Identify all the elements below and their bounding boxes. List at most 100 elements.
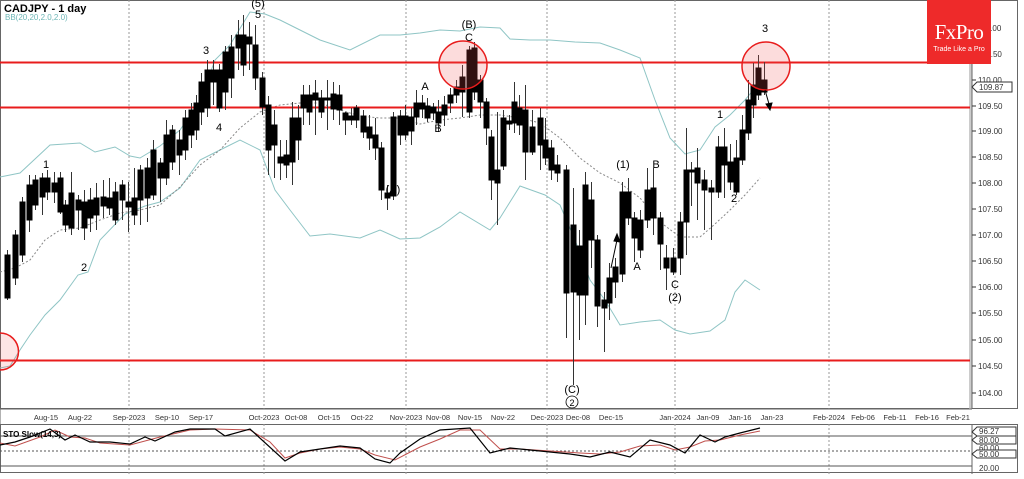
bearish-candle bbox=[125, 201, 132, 208]
svg-text:109.00: 109.00 bbox=[978, 127, 1003, 136]
svg-text:Sep-17: Sep-17 bbox=[189, 413, 213, 422]
bearish-candle bbox=[342, 112, 349, 121]
bearish-candle bbox=[688, 169, 695, 173]
bearish-candle bbox=[204, 69, 211, 109]
bearish-candle bbox=[75, 199, 82, 211]
svg-text:107.50: 107.50 bbox=[978, 205, 1003, 214]
svg-text:(5): (5) bbox=[251, 0, 264, 10]
bearish-candle bbox=[650, 187, 657, 219]
bearish-candle bbox=[430, 106, 437, 114]
chart-title: CADJPY - 1 day bbox=[4, 3, 87, 15]
svg-text:Nov-2023: Nov-2023 bbox=[390, 413, 423, 422]
svg-text:104.00: 104.00 bbox=[978, 389, 1003, 398]
bearish-candle bbox=[384, 192, 391, 199]
bearish-candle bbox=[182, 117, 189, 151]
bearish-candle bbox=[252, 44, 259, 79]
svg-text:106.00: 106.00 bbox=[978, 283, 1003, 292]
bearish-candle bbox=[390, 116, 397, 197]
bearish-candle bbox=[235, 34, 242, 49]
svg-text:106.50: 106.50 bbox=[978, 257, 1003, 266]
svg-text:Oct-2023: Oct-2023 bbox=[249, 413, 280, 422]
svg-text:1: 1 bbox=[43, 159, 49, 171]
bearish-candle bbox=[694, 167, 701, 184]
bearish-candle bbox=[324, 97, 331, 101]
bearish-candle bbox=[372, 134, 379, 149]
bearish-candle bbox=[453, 86, 460, 96]
svg-text:60.00: 60.00 bbox=[979, 444, 1000, 453]
bearish-candle bbox=[240, 34, 247, 66]
svg-text:Sep-2023: Sep-2023 bbox=[113, 413, 146, 422]
up-arrow-icon bbox=[610, 232, 621, 269]
bearish-candle bbox=[137, 169, 144, 201]
bearish-candle bbox=[289, 117, 296, 163]
bearish-candle bbox=[26, 184, 33, 221]
bearish-candle bbox=[193, 102, 200, 131]
svg-text:2: 2 bbox=[81, 262, 87, 274]
svg-text:Oct-15: Oct-15 bbox=[318, 413, 341, 422]
svg-text:109.87: 109.87 bbox=[979, 83, 1004, 92]
svg-text:C: C bbox=[671, 279, 679, 291]
svg-text:Nov-08: Nov-08 bbox=[426, 413, 450, 422]
bearish-candle bbox=[554, 164, 561, 174]
bearish-candle bbox=[441, 104, 448, 116]
svg-text:Feb-16: Feb-16 bbox=[915, 413, 939, 422]
logo-tagline: Trade Like a Pro bbox=[933, 46, 985, 53]
bearish-candle bbox=[670, 257, 677, 273]
bearish-candle bbox=[44, 177, 51, 193]
svg-text:Jan-09: Jan-09 bbox=[697, 413, 720, 422]
month-separators bbox=[128, 0, 830, 474]
bearish-candle bbox=[277, 156, 284, 164]
bearish-candle bbox=[93, 197, 100, 216]
svg-text:110.00: 110.00 bbox=[978, 76, 1002, 85]
bearish-candle bbox=[150, 149, 157, 196]
sto-axis: 96.27 80.00 60.00 50.00 20.00 bbox=[971, 426, 1017, 473]
bearish-candle bbox=[477, 79, 484, 103]
svg-text:(A): (A) bbox=[386, 184, 401, 196]
bearish-candle bbox=[271, 124, 278, 146]
highlight-circle-jan bbox=[741, 41, 791, 91]
svg-text:Feb-11: Feb-11 bbox=[883, 413, 906, 422]
bearish-candle bbox=[631, 217, 638, 239]
bearish-candle bbox=[601, 299, 608, 309]
bearish-candle bbox=[336, 94, 343, 111]
wave-labels: (5) 5 3 4 1 2 (A) A B (B) C (C) 2 (1) A … bbox=[43, 0, 768, 409]
bearish-candle bbox=[163, 134, 170, 179]
bearish-candle bbox=[506, 120, 513, 125]
svg-text:20.00: 20.00 bbox=[979, 464, 1000, 473]
bearish-candle bbox=[348, 115, 355, 121]
bearish-candle bbox=[100, 196, 107, 207]
bearish-candle bbox=[625, 191, 632, 219]
bearish-candle bbox=[606, 277, 613, 304]
svg-text:Dec-15: Dec-15 bbox=[599, 413, 623, 422]
svg-text:1: 1 bbox=[717, 109, 723, 121]
bearish-candle bbox=[119, 184, 126, 201]
bearish-candle bbox=[157, 162, 164, 179]
bearish-candle bbox=[435, 111, 442, 124]
time-axis: Aug-15 Aug-22 Sep-2023 Sep-10 Sep-17 Oct… bbox=[0, 408, 972, 422]
sto-signal-line bbox=[0, 428, 761, 461]
bearish-candle bbox=[246, 36, 253, 45]
svg-text:Feb-06: Feb-06 bbox=[851, 413, 875, 422]
svg-text:Feb-2024: Feb-2024 bbox=[813, 413, 845, 422]
bearish-candle bbox=[295, 117, 302, 141]
bearish-candle bbox=[265, 104, 272, 151]
bearish-candle bbox=[12, 234, 19, 279]
svg-text:Aug-22: Aug-22 bbox=[68, 413, 92, 422]
svg-text:A: A bbox=[421, 81, 429, 93]
svg-text:Feb-21: Feb-21 bbox=[946, 413, 970, 422]
bearish-candle bbox=[733, 157, 740, 193]
svg-text:108.00: 108.00 bbox=[978, 179, 1003, 188]
svg-text:B: B bbox=[652, 159, 659, 171]
left-partial-circle bbox=[0, 332, 20, 371]
bearish-candle bbox=[81, 201, 88, 229]
svg-text:Jan-23: Jan-23 bbox=[761, 413, 784, 422]
bearish-candle bbox=[39, 177, 46, 198]
bearish-candle bbox=[210, 69, 217, 83]
svg-text:2: 2 bbox=[569, 398, 574, 408]
bearish-candle bbox=[222, 51, 229, 93]
svg-text:(1): (1) bbox=[616, 159, 629, 171]
svg-text:Oct-22: Oct-22 bbox=[351, 413, 374, 422]
bearish-candle bbox=[494, 169, 501, 184]
